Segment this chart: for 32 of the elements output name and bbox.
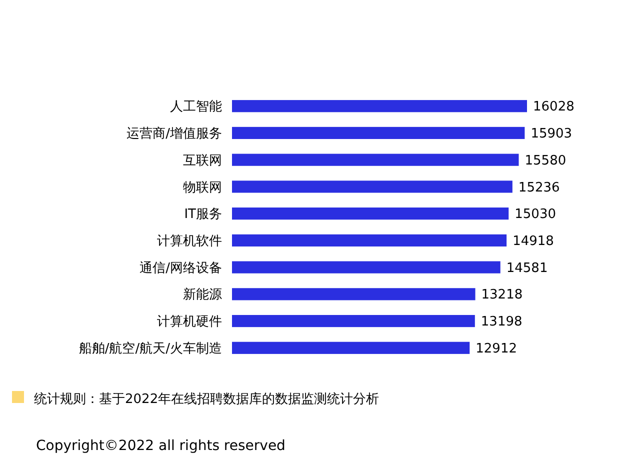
bar [232, 100, 527, 112]
y-tick-label: 船舶/航空/航天/火车制造 [78, 341, 222, 356]
bar [232, 208, 509, 220]
bar [232, 234, 507, 246]
data-label: 14581 [506, 260, 548, 276]
data-label: 15030 [514, 207, 556, 222]
y-tick-label: 通信/网络设备 [140, 260, 222, 276]
y-tick-label: 新能源 [183, 288, 222, 303]
bar [232, 288, 476, 300]
data-label: 15236 [518, 180, 560, 196]
y-tick-label: 人工智能 [170, 100, 222, 115]
data-label: 13198 [480, 314, 522, 330]
data-label: 16028 [533, 100, 574, 115]
bar [232, 126, 525, 140]
y-tick-label: 运营商/增值服务 [126, 126, 222, 142]
text: Copyright©2022 all rights reserved [36, 438, 286, 454]
bar [232, 314, 475, 328]
data-label: 12912 [476, 341, 518, 356]
bar [232, 154, 519, 166]
y-tick-label: 计算机软件 [157, 234, 222, 249]
data-label: 15580 [524, 153, 566, 168]
y-tick-label: IT服务 [184, 207, 222, 222]
text: 统计规则：基于2022年在线招聘数据库的数据监测统计分析 [34, 392, 380, 407]
bar [232, 261, 500, 274]
data-label: 15903 [530, 126, 572, 142]
data-label: 14918 [512, 234, 554, 249]
y-tick-label: 物联网 [183, 180, 222, 196]
y-tick-label: 互联网 [183, 153, 222, 168]
data-label: 13218 [481, 288, 523, 303]
y-tick-label: 计算机硬件 [157, 314, 222, 330]
bar [232, 342, 470, 354]
bar [232, 180, 512, 193]
